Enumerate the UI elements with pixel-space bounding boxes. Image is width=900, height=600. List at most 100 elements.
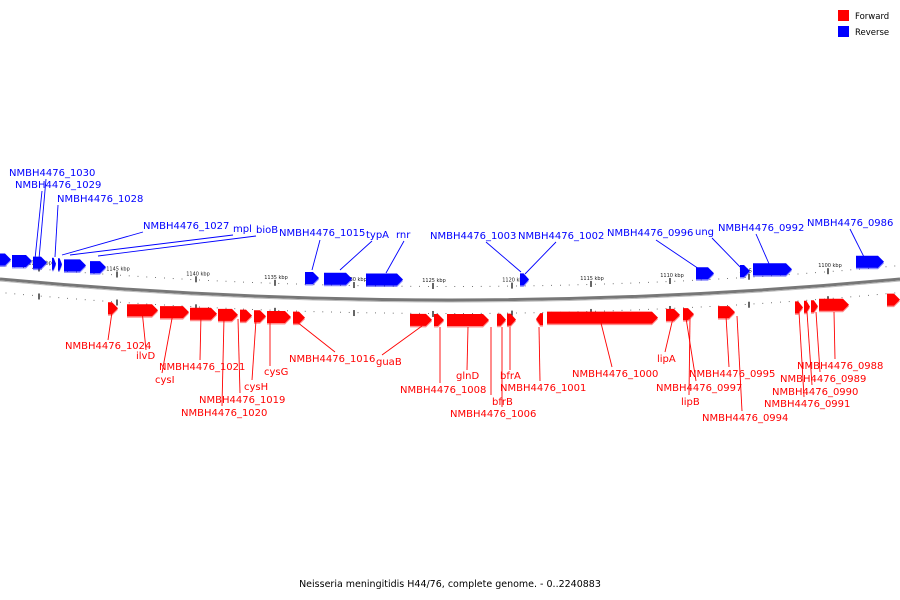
gene-label-forward[interactable]: guaB [376, 357, 402, 368]
leader-line [485, 241, 522, 273]
gene-label-forward[interactable]: NMBH4476_1020 [181, 408, 267, 419]
gene-label-forward[interactable]: NMBH4476_0990 [772, 387, 858, 398]
gene-label-forward[interactable]: NMBH4476_1016 [289, 354, 375, 365]
gene-label-forward[interactable]: NMBH4476_0988 [797, 361, 883, 372]
gene-label-forward[interactable]: NMBH4476_1021 [159, 362, 245, 373]
gene-arrow[interactable] [887, 293, 900, 306]
gene-label-reverse[interactable]: ung [695, 227, 714, 238]
gene-label-forward[interactable]: cysI [155, 375, 175, 386]
leader-line [664, 317, 674, 353]
gene-label-reverse[interactable]: NMBH4476_1003 [430, 231, 516, 242]
gene-label-forward[interactable]: glnD [456, 371, 479, 382]
gene-label-reverse[interactable]: rnr [396, 230, 411, 241]
gene-label-reverse[interactable]: bioB [256, 225, 278, 236]
gene-label-forward[interactable]: NMBH4476_0995 [689, 369, 775, 380]
gene-label-reverse[interactable]: NMBH4476_1030 [9, 168, 95, 179]
gene-label-forward[interactable]: bfrA [500, 371, 521, 382]
gene-arrow[interactable] [856, 255, 884, 268]
gene-arrow[interactable] [804, 300, 810, 313]
gene-label-reverse[interactable]: NMBH4476_1029 [15, 180, 101, 191]
gene-label-forward[interactable]: NMBH4476_0989 [780, 374, 866, 385]
gene-arrow[interactable] [683, 308, 694, 321]
gene-label-forward[interactable]: cysG [264, 367, 288, 378]
gene-arrow[interactable] [108, 302, 118, 315]
gene-label-reverse[interactable]: NMBH4476_0986 [807, 218, 893, 229]
gene-label-forward[interactable]: lipB [681, 397, 700, 408]
gene-arrow[interactable] [90, 261, 106, 274]
gene-label-forward[interactable]: NMBH4476_1019 [199, 395, 285, 406]
legend: Forward Reverse [838, 10, 889, 38]
gene-arrow[interactable] [190, 307, 217, 320]
gene-label-forward[interactable]: NMBH4476_1006 [450, 409, 536, 420]
leader-line [815, 311, 821, 373]
gene-arrow[interactable] [819, 298, 849, 311]
gene-label-reverse[interactable]: typA [366, 230, 389, 241]
gene-arrow[interactable] [240, 309, 252, 322]
gene-label-forward[interactable]: ilvD [136, 351, 155, 362]
gene-label-reverse[interactable]: NMBH4476_1002 [518, 231, 604, 242]
leader-line [385, 240, 405, 274]
gene-arrow[interactable] [218, 308, 238, 321]
tick-label: 1125 kbp [422, 278, 446, 284]
gene-arrow[interactable] [12, 255, 32, 268]
tick-label: 1135 kbp [264, 275, 288, 281]
gene-label-forward[interactable]: NMBH4476_1001 [500, 383, 586, 394]
gene-arrow[interactable] [293, 311, 305, 324]
label-leaders [34, 178, 867, 412]
gene-label-forward[interactable]: NMBH4476_1024 [65, 341, 151, 352]
tick-label: 1145 kbp [106, 267, 130, 273]
gene-arrow[interactable] [267, 310, 291, 323]
gene-label-forward[interactable]: cysH [244, 382, 268, 393]
gene-arrow[interactable] [58, 258, 62, 271]
gene-arrow[interactable] [718, 306, 735, 319]
gene-label-reverse[interactable]: NMBH4476_0996 [607, 228, 693, 239]
gene-arrow[interactable] [305, 272, 319, 285]
gene-arrow[interactable] [520, 273, 529, 286]
gene-arrow[interactable] [254, 310, 266, 323]
gene-label-reverse[interactable]: mpl [233, 224, 252, 235]
gene-label-forward[interactable]: NMBH4476_0994 [702, 413, 788, 424]
gene-label-forward[interactable]: NMBH4476_0997 [656, 383, 742, 394]
gene-label-reverse[interactable]: NMBH4476_1028 [57, 194, 143, 205]
gene-arrow[interactable] [666, 308, 680, 321]
gene-arrow[interactable] [434, 313, 444, 326]
gene-label-reverse[interactable]: NMBH4476_0992 [718, 223, 804, 234]
gene-arrow[interactable] [811, 300, 818, 313]
leader-line [251, 319, 257, 381]
gene-arrow[interactable] [795, 301, 803, 314]
gene-arrow[interactable] [507, 313, 516, 326]
gene-arrow[interactable] [740, 264, 750, 277]
gene-arrow[interactable] [324, 272, 352, 285]
gene-label-forward[interactable]: NMBH4476_1008 [400, 385, 486, 396]
gene-arrow[interactable] [160, 306, 189, 319]
leader-line [237, 318, 241, 394]
leader-line [381, 325, 423, 356]
gene-arrow[interactable] [497, 313, 506, 326]
gene-label-forward[interactable]: NMBH4476_1000 [572, 369, 658, 380]
gene-label-reverse[interactable]: NMBH4476_1027 [143, 221, 229, 232]
gene-arrow[interactable] [52, 257, 56, 270]
gene-label-forward[interactable]: bfrB [492, 397, 513, 408]
gene-arrow[interactable] [366, 273, 403, 286]
gene-arrow[interactable] [447, 313, 489, 326]
gene-arrow[interactable] [410, 313, 432, 326]
tick-label: 1110 kbp [660, 273, 684, 279]
gene-arrow[interactable] [547, 311, 658, 324]
gene-arrow[interactable] [33, 256, 47, 269]
gene-label-reverse[interactable]: NMBH4476_1015 [279, 228, 365, 239]
gene-arrow[interactable] [536, 313, 543, 326]
leader-line [61, 231, 144, 256]
gene-arrow[interactable] [696, 267, 714, 280]
gene-arrow[interactable] [753, 263, 792, 276]
leader-line [69, 234, 234, 256]
gene-arrow[interactable] [0, 253, 11, 266]
forward-gene-arrows [108, 293, 900, 328]
leader-line [97, 235, 257, 257]
gene-arrow[interactable] [127, 304, 158, 317]
leader-line [466, 326, 469, 371]
gene-label-forward[interactable]: NMBH4476_0991 [764, 399, 850, 410]
tick-label: 1100 kbp [818, 263, 842, 269]
gene-arrow[interactable] [64, 259, 86, 272]
gene-label-forward[interactable]: lipA [657, 354, 676, 365]
